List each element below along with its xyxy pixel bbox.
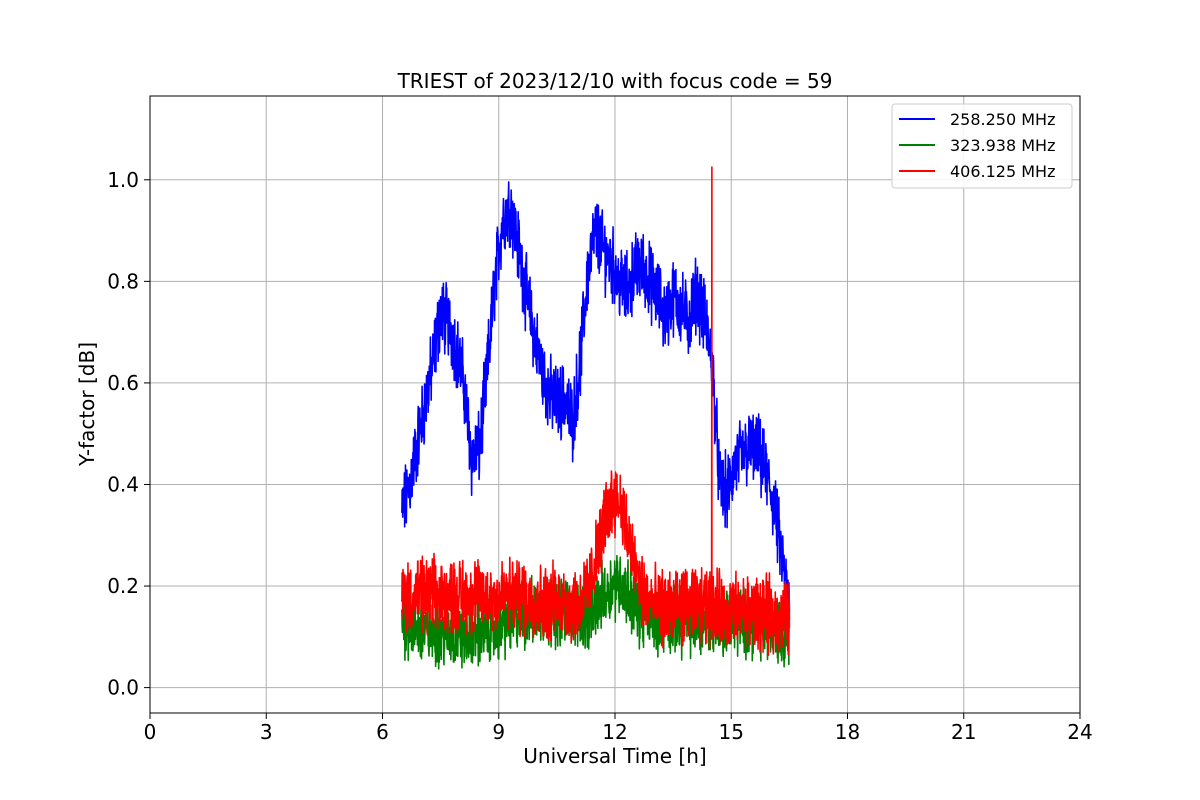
x-tick-label: 15	[719, 720, 744, 744]
x-axis-label: Universal Time [h]	[523, 744, 706, 768]
plot-series	[401, 166, 791, 670]
legend: 258.250 MHz 323.938 MHz 406.125 MHz	[891, 103, 1073, 189]
series-line-2	[401, 166, 791, 657]
x-tick-label: 18	[835, 720, 860, 744]
x-tick-label: 21	[951, 720, 976, 744]
x-tick-label: 24	[1067, 720, 1092, 744]
y-tick-label: 0.2	[107, 574, 139, 598]
y-tick-label: 0.8	[107, 269, 139, 293]
y-tick-label: 0.4	[107, 472, 139, 496]
y-tick-label: 0.6	[107, 371, 139, 395]
y-axis-label: Y-factor [dB]	[75, 342, 99, 467]
x-tick-label: 9	[492, 720, 505, 744]
x-tick-label: 3	[260, 720, 273, 744]
legend-box	[891, 103, 1073, 189]
x-tick-label: 0	[144, 720, 157, 744]
axes: 0 3 6 9 12 15 18 21 24 0.0 0.2 0.4 0.6 0.8 1.0	[107, 168, 1093, 744]
legend-label-406-mhz: 406.125 MHz	[950, 162, 1055, 181]
y-tick-label: 1.0	[107, 168, 139, 192]
legend-label-323-mhz: 323.938 MHz	[950, 136, 1055, 155]
x-tick-label: 12	[602, 720, 627, 744]
series-line-0	[401, 181, 791, 623]
y-tick-label: 0.0	[107, 676, 139, 700]
chart-title: TRIEST of 2023/12/10 with focus code = 5…	[397, 69, 833, 93]
x-tick-label: 6	[376, 720, 389, 744]
legend-label-258-mhz: 258.250 MHz	[950, 110, 1055, 129]
